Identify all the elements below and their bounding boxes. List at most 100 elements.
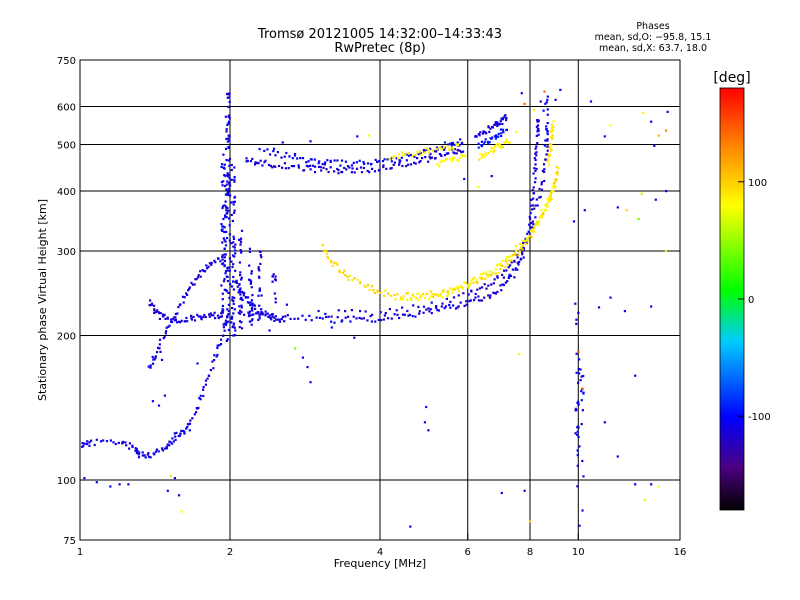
echo-point: [498, 143, 502, 146]
echo-point: [579, 379, 582, 382]
echo-point: [224, 193, 227, 196]
echo-point: [529, 226, 532, 230]
echo-point: [550, 135, 553, 138]
echo-point: [373, 291, 376, 295]
echo-point: [447, 152, 450, 155]
x-tick-label: 1: [77, 547, 83, 558]
echo-point: [134, 449, 137, 452]
echo-point: [589, 100, 593, 103]
echo-point: [578, 358, 581, 361]
echo-point: [309, 381, 312, 384]
echo-point: [225, 128, 228, 131]
echo-point: [226, 92, 229, 96]
echo-point: [480, 145, 484, 148]
echo-point: [314, 165, 317, 168]
echo-point: [227, 266, 230, 269]
echo-point: [499, 128, 502, 131]
echo-point: [546, 122, 549, 125]
echo-point: [536, 142, 539, 145]
echo-point: [221, 298, 224, 301]
echo-point: [191, 283, 194, 286]
echo-point: [327, 257, 330, 260]
echo-point: [231, 307, 234, 310]
echo-point: [272, 150, 275, 153]
echo-point: [487, 284, 490, 287]
echo-point: [510, 259, 513, 262]
echo-point: [426, 293, 429, 296]
echo-point: [382, 165, 385, 169]
echo-point: [230, 285, 234, 288]
echo-point: [539, 100, 542, 103]
echo-point: [576, 430, 579, 433]
echo-point: [202, 388, 205, 391]
echo-point: [259, 312, 262, 315]
echo-point: [283, 155, 286, 158]
echo-point: [253, 304, 256, 307]
echo-point: [451, 156, 454, 159]
echo-point: [536, 130, 539, 133]
echo-point: [235, 280, 238, 283]
echo-point: [226, 172, 229, 175]
echo-point: [358, 316, 361, 319]
echo-point: [121, 441, 125, 444]
echo-point: [508, 141, 511, 144]
echo-point: [385, 167, 388, 170]
echo-point: [159, 312, 162, 315]
echo-point: [427, 307, 430, 310]
echo-point: [665, 129, 668, 132]
echo-point: [249, 314, 252, 317]
echo-point: [249, 279, 252, 282]
echo-point: [175, 321, 179, 324]
echo-point: [445, 297, 448, 300]
echo-point: [202, 394, 205, 398]
echo-point: [141, 451, 144, 454]
echo-point: [650, 483, 653, 486]
echo-point: [508, 255, 511, 258]
echo-point: [227, 187, 230, 190]
echo-point: [409, 163, 413, 166]
echo-point: [436, 294, 440, 297]
echo-point: [216, 353, 219, 356]
y-tick-label: 400: [57, 187, 76, 198]
echo-point: [225, 216, 228, 219]
echo-point: [88, 444, 91, 447]
echo-point: [537, 128, 540, 131]
echo-point: [517, 253, 520, 257]
echo-point: [154, 355, 157, 358]
echo-point: [424, 156, 427, 159]
echo-point: [227, 175, 230, 178]
echo-point: [230, 168, 233, 172]
echo-point: [240, 311, 243, 314]
echo-point: [343, 166, 346, 170]
echo-point: [224, 253, 227, 256]
echo-point: [409, 525, 412, 528]
echo-point: [551, 128, 555, 131]
echo-point: [153, 453, 156, 456]
echo-point: [232, 235, 235, 238]
echo-point: [195, 278, 198, 281]
echo-point: [392, 154, 395, 158]
echo-point: [327, 315, 330, 318]
echo-point: [271, 280, 274, 283]
echo-point: [495, 143, 498, 147]
echo-point: [535, 154, 538, 157]
echo-point: [199, 270, 202, 273]
echo-point: [547, 198, 550, 201]
echo-point: [405, 165, 408, 168]
echo-point: [500, 132, 503, 135]
echo-point: [344, 310, 347, 313]
echo-point: [537, 133, 540, 136]
echo-point: [255, 312, 258, 315]
echo-point: [155, 351, 159, 354]
echo-point: [552, 186, 555, 189]
echo-point: [240, 306, 243, 309]
echo-point: [537, 119, 540, 122]
echo-point: [105, 440, 109, 443]
echo-point: [577, 435, 580, 439]
echo-point: [531, 204, 534, 207]
echo-point: [546, 98, 549, 101]
echo-point: [245, 160, 248, 163]
echo-point: [209, 368, 212, 372]
echo-point: [597, 306, 601, 309]
echo-point: [435, 305, 438, 308]
